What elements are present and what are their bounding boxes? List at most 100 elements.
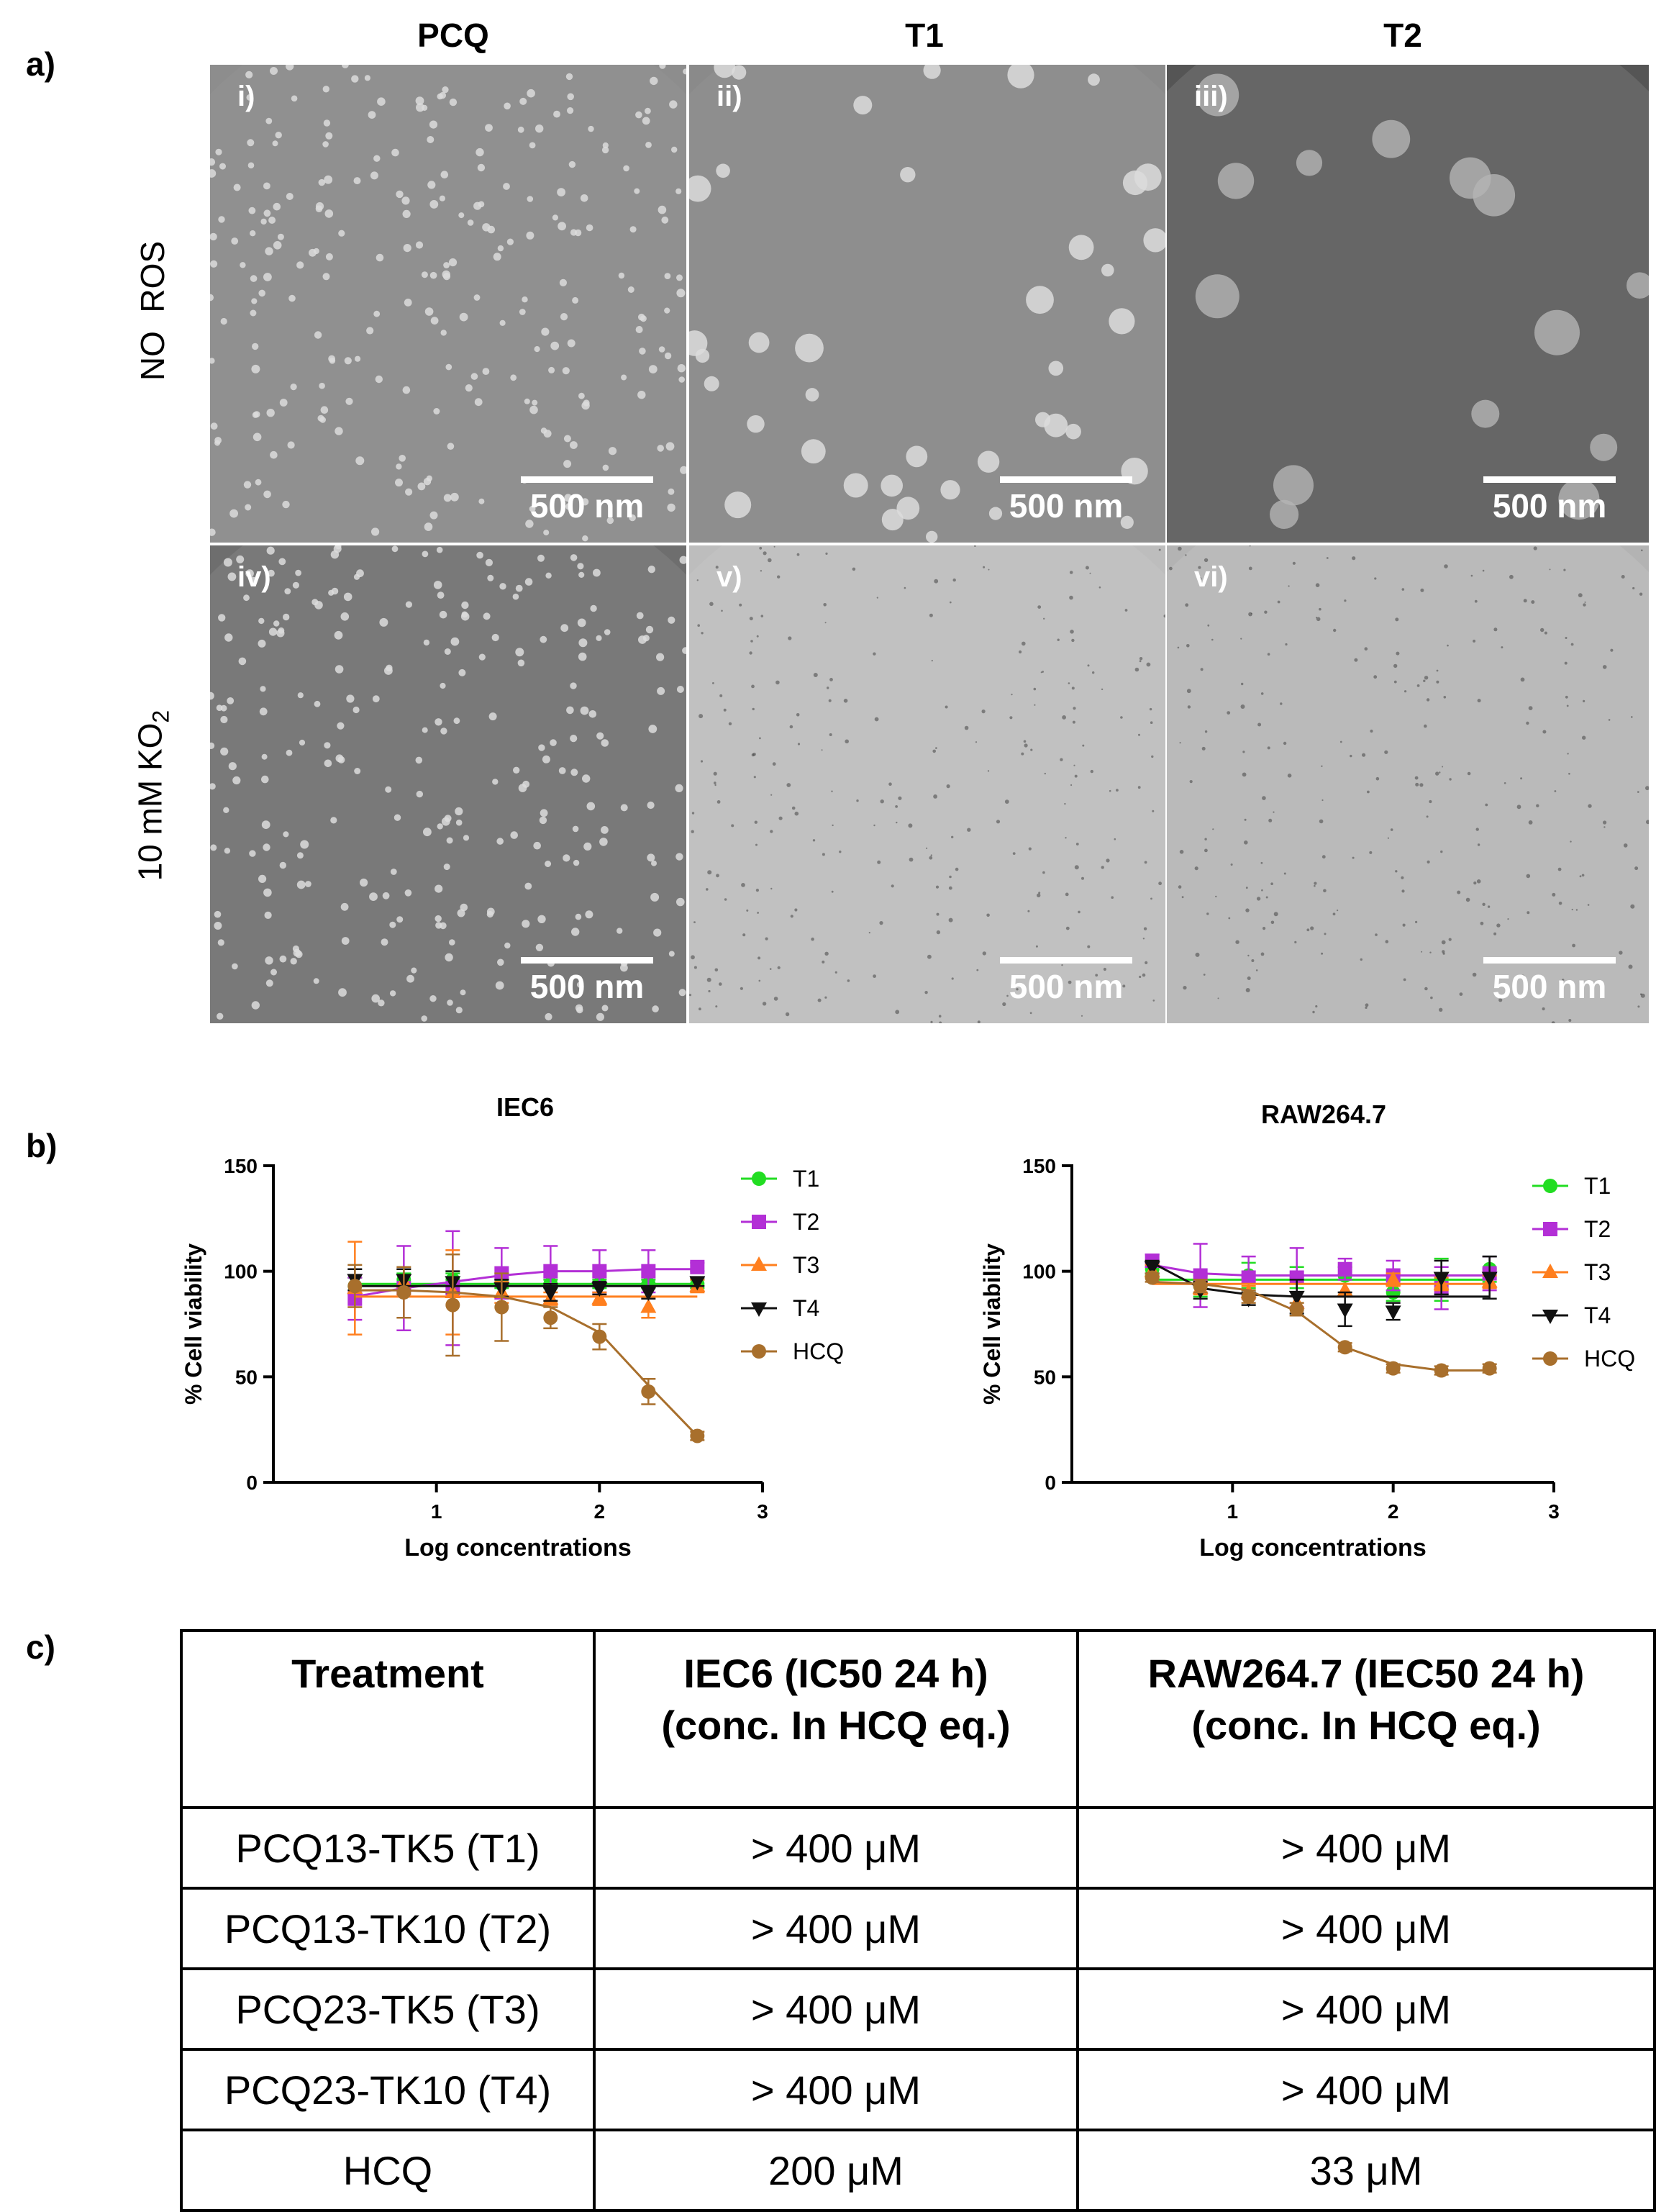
y-axis-label: % Cell viability [181,1243,206,1405]
data-point [1145,1270,1160,1285]
data-point [1543,1179,1557,1193]
table-cell: 200 μM [593,2129,1079,2212]
ic50-table: Treatment IEC6 (IC50 24 h) (conc. In HCQ … [180,1629,1656,2212]
data-point [1433,1272,1450,1287]
table-cell: HCQ [180,2129,596,2212]
tem-texture [689,545,1165,1023]
tem-image-3: iii) 500 nm [1167,65,1649,543]
table-row: PCQ23-TK10 (T4) > 400 μM > 400 μM [180,2048,1656,2131]
legend-label: T2 [793,1209,819,1235]
data-point [751,1256,767,1271]
x-tick-label: 2 [1388,1500,1399,1523]
tem-image-4: iv) 500 nm [210,545,686,1023]
tem-image-label: iv) [237,561,271,593]
legend-label: T4 [1584,1302,1611,1328]
table-cell: PCQ23-TK5 (T3) [180,1967,596,2051]
data-point [1241,1270,1256,1285]
data-point [347,1279,363,1294]
y-tick-label: 50 [235,1366,258,1388]
table-cell: PCQ13-TK5 (T1) [180,1806,596,1890]
tem-image-label: v) [716,561,742,593]
fit-line [1151,1261,1490,1298]
data-point [1289,1270,1304,1285]
y-tick-label: 100 [224,1261,258,1283]
legend-label: T2 [1584,1216,1611,1242]
table-cell: > 400 μM [593,1887,1079,1970]
data-point [640,1287,657,1301]
x-tick-label: 3 [757,1500,768,1523]
table-cell: 33 μM [1076,2129,1656,2212]
data-point [1542,1310,1558,1324]
data-point [751,1302,767,1317]
tem-image-label: i) [237,81,255,112]
y-tick-label: 100 [1022,1261,1056,1283]
data-point [1543,1222,1557,1236]
data-point [752,1344,766,1359]
legend-item-t4: T4 [1532,1302,1611,1328]
table-header-row: Treatment IEC6 (IC50 24 h) (conc. In HCQ … [180,1629,1656,1809]
legend-item-t4: T4 [741,1295,819,1321]
data-point [641,1384,656,1399]
tem-texture [210,65,686,543]
data-point [1434,1363,1449,1378]
data-point [1288,1290,1305,1305]
legend-label: T3 [1584,1259,1611,1285]
data-point [1241,1289,1256,1304]
table-header-treatment-text: Treatment [291,1651,484,1696]
table-cell: > 400 μM [1076,1806,1656,1890]
scale-bar [521,476,653,483]
data-point [543,1264,558,1279]
row-header-no-ros-text: NO ROS [134,240,171,381]
scale-bar-label: 500 nm [529,487,645,525]
panel-c-letter: c) [26,1628,55,1666]
scale-bar [1000,476,1132,483]
legend-item-t2: T2 [741,1209,819,1235]
x-tick-label: 1 [1227,1500,1239,1523]
data-point [592,1264,607,1279]
legend-item-t3: T3 [741,1252,819,1278]
panel-b-letter: b) [26,1127,58,1164]
chart-raw264: 0 50 100 150 1 2 3 Log concentrations % Cell via… [979,1155,1635,1561]
legend-label: T1 [1584,1173,1611,1199]
legend-item-t3: T3 [1532,1259,1611,1285]
data-point [1385,1305,1401,1320]
scale-bar-label: 500 nm [1009,487,1124,525]
data-point [1337,1303,1353,1318]
column-header-t2: T2 [1383,17,1422,54]
data-point [542,1287,559,1301]
table-row: PCQ13-TK5 (T1) > 400 μM > 400 μM [180,1806,1656,1890]
data-point [1289,1302,1304,1317]
legend-label: T4 [793,1295,819,1321]
data-point [1337,1340,1352,1355]
row-header-no-ros: NO ROS [133,95,172,527]
table-cell: > 400 μM [593,1967,1079,2051]
legend-item-t2: T2 [1532,1216,1611,1242]
table-row: HCQ 200 μM 33 μM [180,2129,1656,2212]
column-header-t1: T1 [905,17,944,54]
scale-bar [1483,476,1616,483]
tem-image-2: ii) 500 nm [689,65,1165,543]
tem-texture [1167,65,1649,543]
series-hcq [1145,1270,1497,1378]
y-tick-label: 50 [1034,1366,1056,1388]
table-header-iec6-line1: IEC6 (IC50 24 h) [683,1651,988,1696]
data-point [592,1329,607,1344]
chart-raw-title: RAW264.7 [1260,1100,1387,1129]
data-point [752,1215,766,1229]
legend-label: HCQ [1584,1346,1635,1372]
data-point [1542,1264,1558,1278]
tem-texture [689,65,1165,543]
table-row: PCQ13-TK10 (T2) > 400 μM > 400 μM [180,1887,1656,1970]
data-point [1386,1361,1401,1376]
tem-image-1: i) 500 nm [210,65,686,543]
chart-iec6-title: IEC6 [496,1092,555,1122]
chart-iec6: 0 50 100 150 1 2 3 Log concentrations % Cell via… [181,1155,844,1561]
data-point [591,1289,608,1305]
data-point [752,1171,766,1186]
legend-label: T3 [793,1252,819,1278]
data-point [1144,1261,1160,1276]
scale-bar [1483,957,1616,964]
table-header-iec6-line2: (conc. In HCQ eq.) [661,1702,1011,1748]
table-cell: > 400 μM [1076,1967,1656,2051]
table-header-raw: RAW264.7 (IEC50 24 h) (conc. In HCQ eq.) [1076,1629,1656,1809]
